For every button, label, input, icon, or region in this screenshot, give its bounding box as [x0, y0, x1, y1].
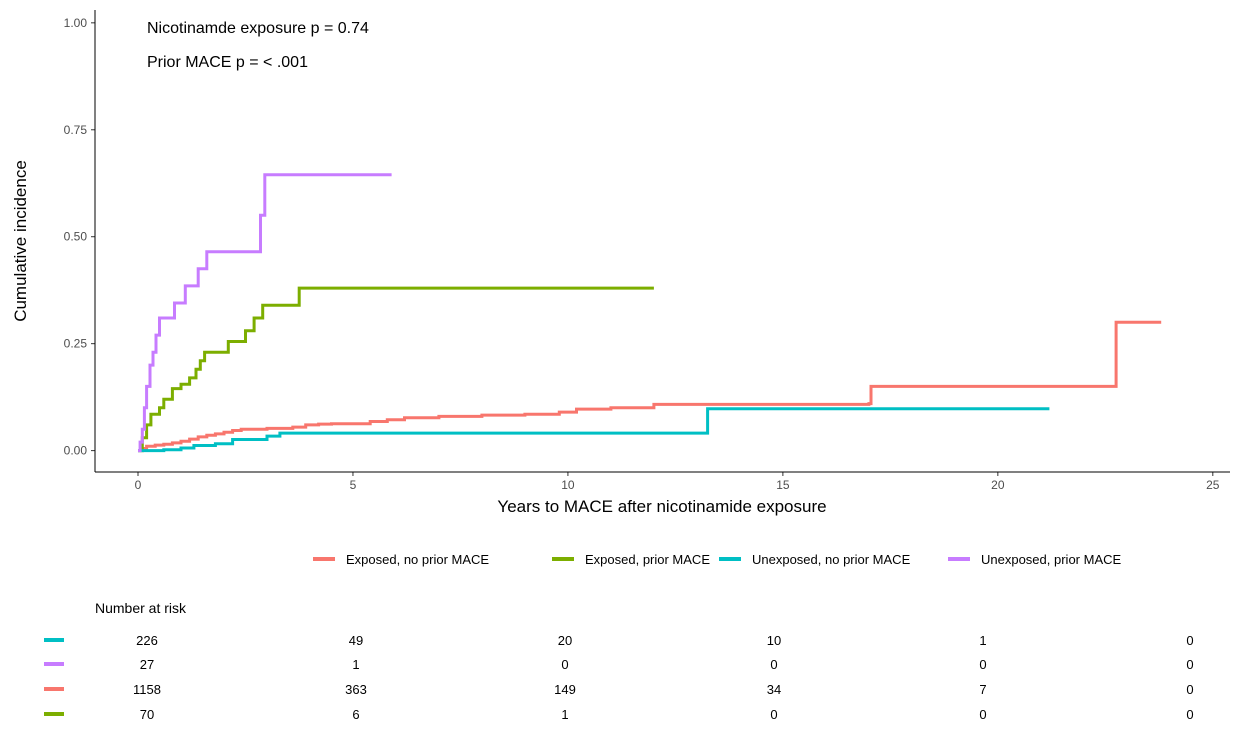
risk-cell: 0	[1186, 707, 1193, 722]
risk-cell: 1158	[133, 682, 161, 697]
series-line-3	[138, 407, 1050, 453]
risk-cell: 34	[767, 682, 781, 697]
x-tick-label: 15	[776, 478, 790, 492]
risk-cell: 0	[561, 657, 568, 672]
risk-cell: 1	[979, 633, 986, 648]
risk-cell: 0	[979, 707, 986, 722]
risk-cell: 1	[352, 657, 359, 672]
series-line-2	[138, 286, 654, 453]
risk-cell: 149	[554, 682, 576, 697]
y-axis: 0.00 0.25 0.50 0.75 1.00	[64, 16, 95, 458]
risk-cell: 0	[979, 657, 986, 672]
legend-label: Unexposed, no prior MACE	[752, 552, 911, 567]
risk-cell: 20	[558, 633, 572, 648]
annotation-exposure-p: Nicotinamde exposure p = 0.74	[147, 20, 369, 37]
x-tick-label: 20	[991, 478, 1005, 492]
y-tick-label: 1.00	[64, 16, 88, 30]
y-tick-label: 0.75	[64, 123, 88, 137]
legend: Exposed, no prior MACE Exposed, prior MAC…	[313, 552, 1121, 567]
risk-cell: 226	[136, 633, 158, 648]
legend-label: Unexposed, prior MACE	[981, 552, 1121, 567]
risk-cell: 7	[979, 682, 986, 697]
legend-label: Exposed, no prior MACE	[346, 552, 489, 567]
y-tick-label: 0.25	[64, 337, 88, 351]
y-tick-label: 0.50	[64, 230, 88, 244]
risk-table-title: Number at risk	[95, 600, 187, 616]
legend-label: Exposed, prior MACE	[585, 552, 710, 567]
risk-cell: 0	[770, 657, 777, 672]
y-tick-label: 0.00	[64, 444, 88, 458]
annotation-prior-mace-p: Prior MACE p = < .001	[147, 54, 308, 71]
risk-cell: 363	[345, 682, 367, 697]
risk-cell: 70	[140, 707, 154, 722]
risk-cell: 49	[349, 633, 363, 648]
risk-cell: 10	[767, 633, 781, 648]
series-group	[138, 173, 1162, 453]
risk-cell: 0	[1186, 657, 1193, 672]
x-axis-title: Years to MACE after nicotinamide exposur…	[497, 497, 826, 516]
x-tick-label: 0	[135, 478, 142, 492]
x-axis: 0 5 10 15 20 25	[135, 472, 1220, 492]
x-tick-label: 5	[350, 478, 357, 492]
risk-cell: 0	[770, 707, 777, 722]
risk-cell: 27	[140, 657, 154, 672]
x-tick-label: 25	[1206, 478, 1220, 492]
risk-cell: 1	[561, 707, 568, 722]
risk-cell: 0	[1186, 633, 1193, 648]
y-axis-title: Cumulative incidence	[11, 160, 30, 322]
risk-cell: 6	[352, 707, 359, 722]
risk-cell: 0	[1186, 682, 1193, 697]
x-tick-label: 10	[561, 478, 575, 492]
series-line-4	[138, 173, 392, 453]
series-line-1	[138, 320, 1162, 453]
